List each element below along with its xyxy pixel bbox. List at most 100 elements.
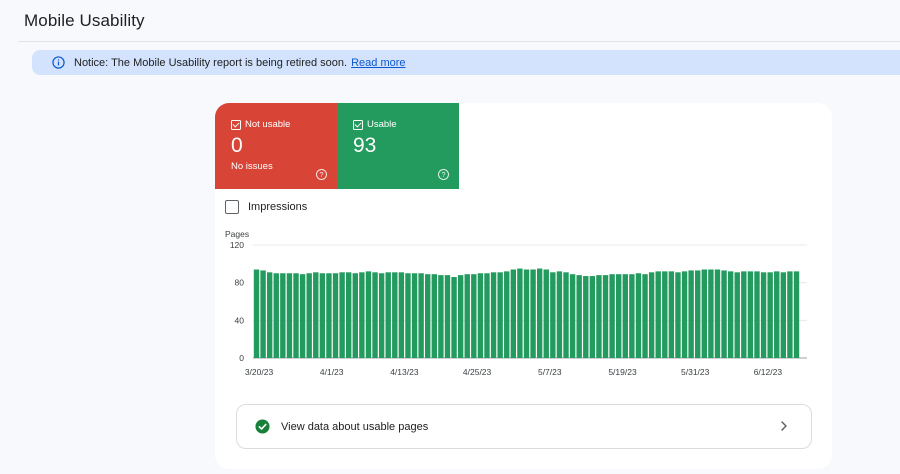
bar [497,272,503,358]
bar [299,274,306,358]
usability-card: Not usable 0 No issues ? Usable 93 ? Imp… [215,103,832,469]
x-tick-label: 5/7/23 [538,367,562,377]
bar [662,271,668,358]
bar [392,272,398,358]
bar [668,271,675,358]
bar [569,274,576,358]
retirement-notice: Notice: The Mobile Usability report is b… [32,50,900,75]
bar [273,273,279,358]
bar [306,273,312,358]
bar [365,271,372,358]
bar [431,274,438,358]
bar [596,275,602,358]
bar [418,273,424,358]
bar [655,271,661,358]
view-usable-pages-label: View data about usable pages [281,420,429,433]
bar [774,271,780,358]
x-tick-label: 5/19/23 [608,367,637,377]
bar [378,273,385,358]
x-tick-label: 4/25/23 [463,367,492,377]
bar [372,272,378,358]
bar [675,272,681,358]
bar [326,273,332,358]
y-tick-label: 80 [235,278,245,288]
impressions-label: Impressions [248,201,308,213]
chevron-right-icon [781,421,787,431]
bar [543,269,549,358]
bar [688,270,694,358]
bar [767,272,773,358]
bar [602,275,609,358]
bar [477,273,484,358]
help-icon[interactable]: ? [438,169,449,180]
y-tick-label: 0 [239,353,244,363]
bar [550,272,556,358]
usable-count: 93 [353,134,377,157]
bar [517,268,523,358]
bar [339,272,345,358]
bar [556,271,563,358]
impressions-toggle[interactable]: Impressions [225,200,307,214]
bar [359,272,365,358]
bar [721,270,727,358]
bar [681,271,688,358]
bar [629,274,635,358]
bar [787,271,793,358]
not-usable-tile[interactable]: Not usable 0 No issues ? [215,103,337,189]
bar [313,272,319,358]
y-axis-label: Pages [225,229,249,239]
bar [253,269,260,358]
bar [615,274,622,358]
not-usable-count: 0 [231,134,243,157]
bar [747,271,754,358]
bar [504,271,510,358]
bar [286,273,293,358]
help-icon[interactable]: ? [316,169,327,180]
title-divider [18,41,900,42]
bar [793,271,800,358]
bar [260,270,266,358]
bar [536,268,543,358]
bar [701,269,708,358]
bar [352,273,358,358]
bar [741,271,747,358]
bar [583,276,589,358]
y-tick-label: 40 [235,315,245,325]
bar [471,274,477,358]
x-tick-label: 5/31/23 [681,367,710,377]
read-more-link[interactable]: Read more [351,56,406,69]
view-usable-pages-link[interactable]: View data about usable pages [236,404,812,449]
bar [425,274,431,358]
checkbox-checked-icon [353,119,363,130]
bar [695,270,701,358]
x-tick-label: 6/12/23 [754,367,783,377]
bar [780,272,787,358]
usable-label: Usable [367,119,397,130]
bar [760,272,767,358]
bar [457,275,464,358]
bar [576,275,582,358]
checkbox-checked-icon [231,119,241,130]
x-tick-label: 4/13/23 [390,367,419,377]
not-usable-sub: No issues [231,161,273,172]
bar [464,274,470,358]
bar [635,273,642,358]
y-tick-label: 120 [230,240,244,250]
bar [708,269,714,358]
impressions-checkbox[interactable] [225,200,239,214]
bar [734,272,740,358]
bar [293,273,299,358]
bar [589,276,596,358]
bar [332,273,339,358]
bar [398,272,405,358]
bar [609,274,615,358]
bar [622,274,628,358]
bar [484,273,490,358]
bar [523,269,530,358]
x-tick-label: 3/20/23 [245,367,274,377]
bar [411,273,418,358]
check-circle-icon [255,419,270,434]
usable-tile[interactable]: Usable 93 ? [337,103,459,189]
bar [754,271,760,358]
bar [642,274,648,358]
